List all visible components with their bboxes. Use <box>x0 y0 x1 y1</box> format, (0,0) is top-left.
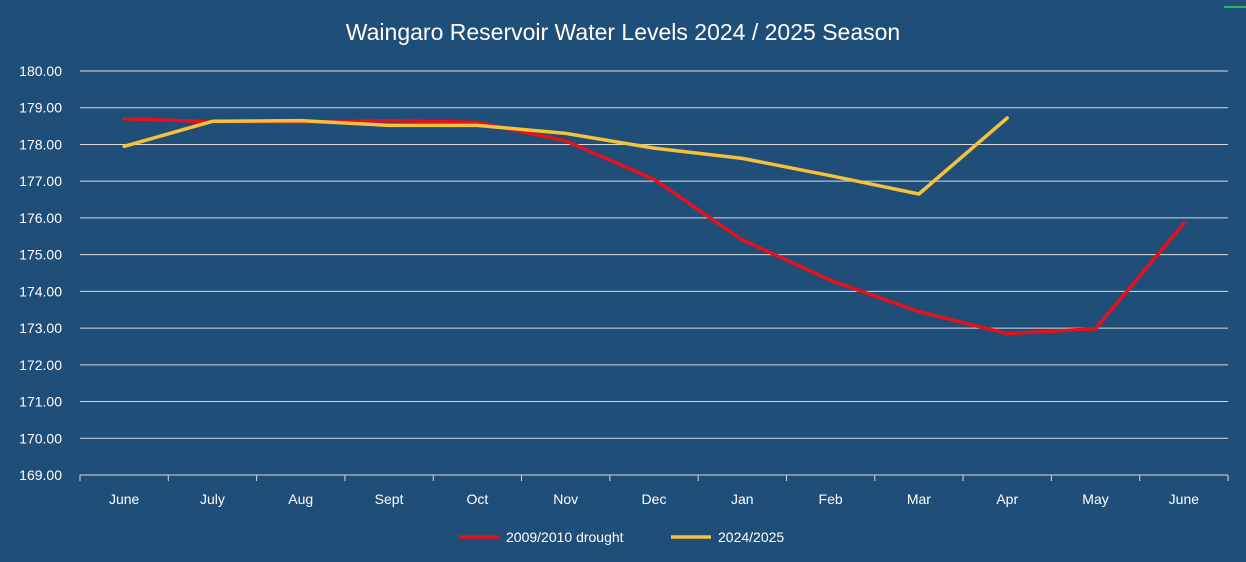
y-tick-label: 171.00 <box>19 394 62 410</box>
x-tick-label: Apr <box>996 491 1018 507</box>
legend-label: 2009/2010 drought <box>506 529 624 545</box>
y-tick-label: 178.00 <box>19 136 62 152</box>
x-tick-label: Feb <box>819 491 843 507</box>
y-tick-label: 174.00 <box>19 283 62 299</box>
x-axis <box>79 475 1229 481</box>
x-tick-label: June <box>1169 491 1200 507</box>
x-tick-label: Jan <box>731 491 754 507</box>
x-tick-label: July <box>200 491 225 507</box>
y-tick-label: 169.00 <box>19 467 62 483</box>
series-line-0 <box>122 116 1186 336</box>
y-axis-tick-labels: 169.00 170.00 171.00 172.00 173.00 174.00 175.… <box>19 63 62 483</box>
y-tick-label: 176.00 <box>19 210 62 226</box>
y-tick-label: 170.00 <box>19 430 62 446</box>
y-tick-label: 177.00 <box>19 173 62 189</box>
x-tick-label: June <box>109 491 140 507</box>
series-lines <box>122 116 1186 336</box>
legend-item: 2009/2010 drought <box>459 529 624 545</box>
y-tick-label: 180.00 <box>19 63 62 79</box>
x-tick-label: Nov <box>553 491 578 507</box>
gridlines <box>80 70 1228 476</box>
y-tick-label: 172.00 <box>19 357 62 373</box>
legend: 2009/2010 drought 2024/2025 <box>459 529 784 545</box>
y-tick-label: 179.00 <box>19 100 62 116</box>
series-line-1 <box>122 116 1009 196</box>
legend-item: 2024/2025 <box>671 529 784 545</box>
chart-title: Waingaro Reservoir Water Levels 2024 / 2… <box>346 19 900 45</box>
x-tick-label: Aug <box>288 491 313 507</box>
x-tick-label: Sept <box>375 491 404 507</box>
x-axis-tick-labels: June July Aug Sept Oct Nov Dec Jan Feb Mar Apr May J… <box>109 491 1199 507</box>
x-tick-label: Oct <box>466 491 488 507</box>
x-tick-label: May <box>1082 491 1108 507</box>
x-tick-label: Dec <box>642 491 667 507</box>
y-tick-label: 175.00 <box>19 247 62 263</box>
legend-label: 2024/2025 <box>718 529 784 545</box>
corner-accent <box>1224 0 1246 8</box>
y-tick-label: 173.00 <box>19 320 62 336</box>
x-tick-label: Mar <box>907 491 931 507</box>
